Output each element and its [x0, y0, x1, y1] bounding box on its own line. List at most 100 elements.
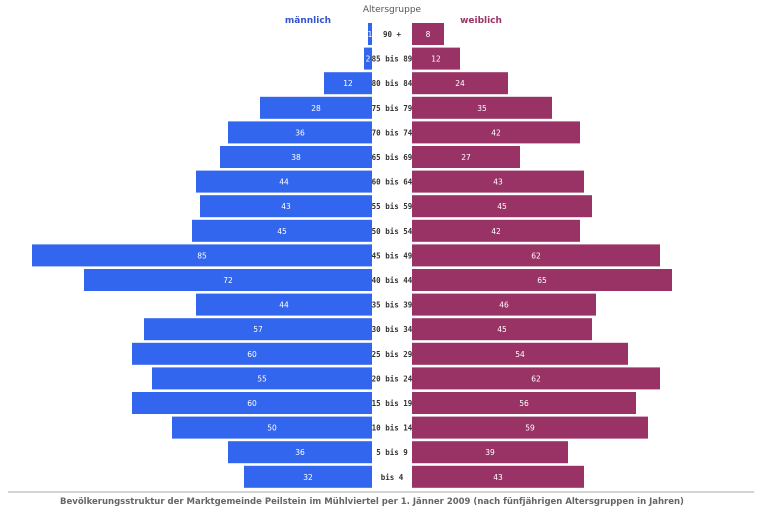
female-bar: [412, 47, 460, 70]
male-bar: [152, 367, 372, 390]
male-value-label: 45: [277, 227, 287, 236]
age-group-label: 75 bis 79: [372, 104, 413, 113]
female-bar: [412, 465, 584, 488]
female-bar: [412, 269, 672, 291]
male-bar: [228, 441, 372, 464]
female-value-label: 24: [455, 79, 465, 88]
male-bar: [132, 342, 372, 365]
age-group-label: 5 bis 9: [376, 448, 408, 457]
age-group-label: bis 4: [381, 473, 404, 482]
male-value-label: 32: [303, 473, 313, 482]
male-value-label: 50: [267, 424, 277, 433]
age-group-label: 55 bis 59: [372, 202, 413, 211]
female-value-label: 45: [497, 202, 507, 211]
female-bar: [412, 318, 592, 341]
age-group-label: 10 bis 14: [372, 424, 413, 433]
female-value-label: 43: [493, 178, 503, 187]
age-group-label: 70 bis 74: [372, 128, 413, 137]
male-value-label: 85: [197, 251, 207, 260]
female-value-label: 35: [477, 104, 487, 113]
age-group-label: 50 bis 54: [372, 227, 413, 236]
male-value-label: 60: [247, 399, 257, 408]
female-bar: [412, 121, 580, 144]
male-series-label: männlich: [285, 16, 331, 26]
male-value-label: 36: [295, 128, 305, 137]
female-value-label: 39: [485, 448, 495, 457]
female-value-label: 27: [461, 153, 471, 162]
age-group-label: 25 bis 29: [372, 350, 413, 359]
male-value-label: 57: [253, 325, 263, 334]
male-value-label: 36: [295, 448, 305, 457]
female-value-label: 56: [519, 399, 529, 408]
female-value-label: 59: [525, 424, 535, 433]
male-bar: [196, 170, 372, 193]
female-bar: [412, 146, 520, 168]
female-bar: [412, 23, 444, 45]
age-group-label: 15 bis 19: [372, 399, 413, 408]
male-bar: [220, 146, 372, 168]
male-bar: [324, 72, 372, 95]
male-value-label: 60: [247, 350, 257, 359]
female-value-label: 42: [491, 128, 501, 137]
female-value-label: 8: [426, 30, 431, 39]
female-bar: [412, 96, 552, 119]
age-group-label: 85 bis 89: [372, 55, 413, 64]
male-bar: [172, 416, 372, 439]
female-value-label: 62: [531, 374, 541, 383]
female-bar: [412, 244, 660, 267]
male-value-label: 2: [366, 55, 371, 64]
male-value-label: 38: [291, 153, 301, 162]
age-group-label: 60 bis 64: [372, 178, 413, 187]
chart-caption: Bevölkerungsstruktur der Marktgemeinde P…: [60, 497, 684, 507]
bars-group: 90 + 1 8 85 bis 892 12 80 bis 84 12 24 75 bis 79…: [32, 23, 672, 488]
male-value-label: 44: [279, 301, 289, 310]
female-value-label: 54: [515, 350, 525, 359]
female-bar: [412, 170, 584, 193]
male-bar: [368, 23, 372, 45]
age-group-label: 90 +: [383, 30, 402, 39]
male-bar: [364, 47, 372, 70]
female-value-label: 46: [499, 301, 509, 310]
female-bar: [412, 293, 596, 316]
age-group-label: 20 bis 24: [372, 374, 413, 383]
male-bar: [228, 121, 372, 144]
male-value-label: 72: [223, 276, 233, 285]
male-bar: [260, 96, 372, 119]
female-bar: [412, 195, 592, 218]
female-value-label: 43: [493, 473, 503, 482]
female-bar: [412, 72, 508, 95]
female-bar: [412, 392, 636, 414]
male-value-label: 55: [257, 374, 267, 383]
male-bar: [196, 293, 372, 316]
female-value-label: 12: [431, 55, 441, 64]
age-group-label: 30 bis 34: [372, 325, 413, 334]
male-bar: [244, 465, 372, 488]
female-value-label: 42: [491, 227, 501, 236]
female-bar: [412, 219, 580, 242]
female-value-label: 45: [497, 325, 507, 334]
male-bar: [132, 392, 372, 414]
female-bar: [412, 367, 660, 390]
male-bar: [192, 219, 372, 242]
axis-header: Altersgruppe: [363, 5, 422, 15]
age-group-label: 35 bis 39: [372, 301, 413, 310]
female-bar: [412, 441, 568, 464]
male-value-label: 44: [279, 178, 289, 187]
female-bar: [412, 342, 628, 365]
male-bar: [144, 318, 372, 341]
female-value-label: 62: [531, 251, 541, 260]
age-group-label: 80 bis 84: [372, 79, 413, 88]
age-group-label: 45 bis 49: [372, 251, 413, 260]
female-series-label: weiblich: [460, 16, 502, 26]
male-bar: [84, 269, 372, 291]
male-bar: [200, 195, 372, 218]
female-bar: [412, 416, 648, 439]
male-bar: [32, 244, 372, 267]
male-value-label: 12: [343, 79, 353, 88]
male-value-label: 28: [311, 104, 321, 113]
age-group-label: 65 bis 69: [372, 153, 413, 162]
male-value-label: 43: [281, 202, 291, 211]
age-group-label: 40 bis 44: [372, 276, 413, 285]
male-value-label: 1: [368, 30, 373, 39]
